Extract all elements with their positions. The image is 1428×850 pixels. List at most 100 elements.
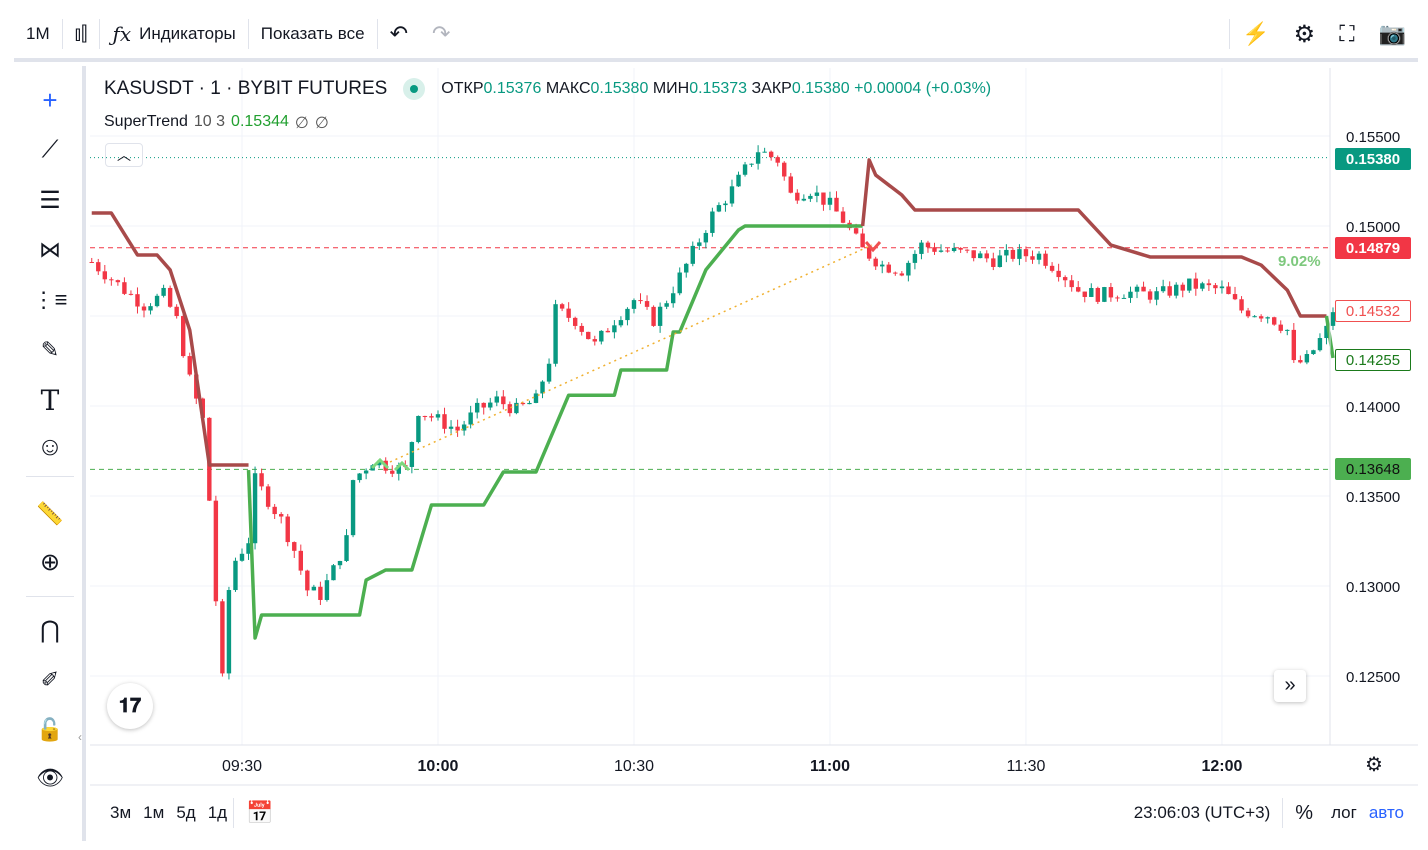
candle-body xyxy=(507,404,513,414)
show-all-button[interactable]: Показать все xyxy=(249,14,377,54)
candle-body xyxy=(599,330,604,342)
candle-body xyxy=(912,253,918,263)
change-value: +0.00004 (+0.03%) xyxy=(854,80,992,97)
candle-body xyxy=(494,396,499,403)
candle-body xyxy=(220,601,225,674)
candle-body xyxy=(1049,265,1055,271)
scroll-to-realtime-button[interactable]: » xyxy=(1274,670,1306,702)
ruler-icon[interactable]: 📏 xyxy=(36,501,64,526)
candle-body xyxy=(899,273,905,276)
candle-body xyxy=(1219,286,1225,289)
supertrend-up-line xyxy=(246,224,863,640)
price-tick-label: 0.12500 xyxy=(1346,669,1400,686)
auto-scale-button[interactable]: авто xyxy=(1368,803,1404,822)
candle-body xyxy=(213,500,219,602)
candle-body xyxy=(1272,317,1277,325)
fib-lines-icon[interactable]: ☰ xyxy=(39,186,61,214)
candle-body xyxy=(644,301,650,307)
price-line-label-red: 0.14879 xyxy=(1335,237,1411,259)
forecast-icon[interactable]: ⋮≡ xyxy=(32,287,68,312)
screenshot-button[interactable]: 📷 xyxy=(1367,14,1418,54)
settings-button[interactable]: ⚙ xyxy=(1282,14,1328,54)
crosshair-icon[interactable]: + xyxy=(42,84,58,115)
divider xyxy=(1229,19,1231,49)
candle-body xyxy=(435,414,441,418)
goto-date-icon[interactable]: 📅 xyxy=(246,800,274,825)
candle-body xyxy=(749,163,754,165)
redo-button[interactable]: ↷ xyxy=(420,14,462,54)
indicator-value: 0.15344 xyxy=(231,113,289,130)
range-3m-button[interactable]: 3м xyxy=(110,803,132,822)
range-1m-button[interactable]: 1м xyxy=(143,803,165,822)
candle-body xyxy=(821,192,826,205)
lock-drawings-icon[interactable]: ✐ xyxy=(40,667,60,692)
supertrend-down-line xyxy=(91,211,249,467)
candle-body xyxy=(265,486,271,507)
candle-body xyxy=(742,164,748,175)
price-range-line[interactable] xyxy=(389,244,873,463)
low-label: МИН xyxy=(652,80,690,97)
percent-change-label: 9.02% xyxy=(1278,253,1321,270)
percent-scale-button[interactable]: % xyxy=(1295,801,1314,824)
undo-button[interactable]: ↶ xyxy=(378,14,420,54)
candle-body xyxy=(605,330,611,333)
candle-body xyxy=(782,162,787,177)
camera-icon: 📷 xyxy=(1378,21,1406,46)
buy-signal-marker xyxy=(370,457,411,472)
tradingview-logo[interactable]: 𝟏𝟕 xyxy=(107,683,153,729)
candle-body xyxy=(690,245,695,264)
candle-body xyxy=(971,250,976,259)
candle-body xyxy=(448,426,454,429)
candle-body xyxy=(768,151,774,158)
indicators-button[interactable]: ƒx Индикаторы xyxy=(100,14,247,54)
range-5d-button[interactable]: 5д xyxy=(176,803,196,822)
pattern-icon[interactable]: ⋈ xyxy=(39,237,61,262)
last-price-label: 0.15380 xyxy=(1335,148,1411,170)
lock-icon[interactable]: 🔓 xyxy=(36,717,64,742)
interval-button[interactable]: 1М xyxy=(14,14,62,54)
candle-body xyxy=(285,516,290,543)
eye-icon[interactable]: 👁 xyxy=(36,765,64,790)
trendline-icon[interactable]: ⟋ xyxy=(41,136,59,163)
axis-settings-icon[interactable]: ⚙ xyxy=(1365,754,1383,776)
candle-body xyxy=(122,282,127,294)
indicator-params: 10 3 xyxy=(193,113,226,130)
range-1d-button[interactable]: 1д xyxy=(207,803,228,822)
candle-body xyxy=(618,320,624,326)
candle-body xyxy=(376,460,382,466)
fullscreen-button[interactable]: ⛶ xyxy=(1327,14,1366,54)
candle-body xyxy=(795,192,800,201)
alert-button[interactable]: ⚡ xyxy=(1230,14,1281,54)
candle-body xyxy=(533,393,539,403)
candle-body xyxy=(625,308,630,321)
brush-icon[interactable]: ✎ xyxy=(40,337,60,362)
candle-body xyxy=(1062,277,1068,281)
candle-body xyxy=(318,586,323,600)
candle-body xyxy=(1200,283,1205,289)
candle-body xyxy=(1115,297,1120,299)
clock-timezone[interactable]: 23:06:03 (UTC+3) xyxy=(1133,803,1271,822)
candle-body xyxy=(1089,288,1094,297)
candle-body xyxy=(638,300,643,302)
candle-body xyxy=(657,306,663,326)
candle-body xyxy=(932,247,937,252)
candle-body xyxy=(278,514,284,517)
log-scale-button[interactable]: лог xyxy=(1331,803,1357,822)
collapse-legend-button[interactable]: ︿ xyxy=(105,143,143,167)
symbol-title[interactable]: KASUSDT · 1 · BYBIT FUTURES xyxy=(104,78,388,99)
sidebar-collapse-handle[interactable]: ‹ xyxy=(78,730,82,744)
indicator-legend[interactable]: SuperTrend 10 3 0.15344 ∅ ∅ xyxy=(104,113,329,133)
candle-body xyxy=(592,339,597,342)
candle-body xyxy=(997,255,1003,267)
candle-body xyxy=(978,253,983,259)
zoom-in-icon[interactable]: ⊕ xyxy=(39,548,61,576)
candle-body xyxy=(527,402,532,405)
emoji-icon[interactable]: ☺ xyxy=(36,430,64,461)
candle-body xyxy=(455,426,460,431)
candle-body xyxy=(684,263,689,273)
chart-type-button[interactable]: ⫾⫿ xyxy=(63,14,100,54)
magnet-icon[interactable]: ⋂ xyxy=(40,616,60,644)
open-value: 0.15376 xyxy=(483,80,542,97)
text-icon[interactable]: T xyxy=(40,383,60,417)
